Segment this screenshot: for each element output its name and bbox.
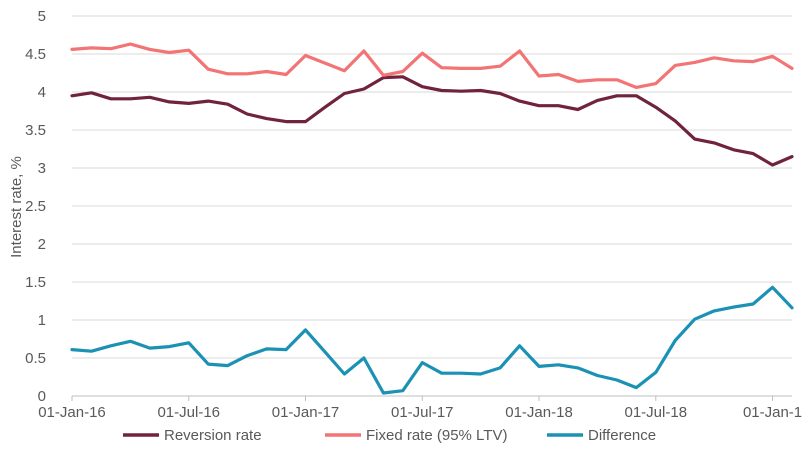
- series-line-reversion-rate: [70, 75, 794, 167]
- legend: Reversion rate Fixed rate (95% LTV) Differ…: [123, 427, 656, 444]
- y-tick-label: 4.5: [25, 46, 46, 63]
- y-tick-label: 3.5: [25, 122, 46, 139]
- series-lines: [70, 42, 794, 395]
- x-tick-label: 01-Jan-17: [272, 404, 340, 421]
- x-tick-label: 01-Jan-18: [505, 404, 573, 421]
- y-tick-label: 1.5: [25, 274, 46, 291]
- x-tick-label: 01-Jan-16: [38, 404, 106, 421]
- series-line-difference: [70, 285, 794, 395]
- y-tick-label: 5: [38, 8, 46, 25]
- gridlines: [72, 15, 792, 359]
- series-line-fixed-rate-95-ltv: [70, 42, 794, 90]
- y-axis-ticks: 0 0.5 1 1.5 2 2.5 3 3.5 4 4.5 5: [25, 8, 46, 405]
- legend-label: Difference: [588, 427, 656, 444]
- x-tick-label: 01-Jul-16: [157, 404, 220, 421]
- y-tick-label: 2: [38, 236, 46, 253]
- x-tick-label: 01-Jul-18: [625, 404, 688, 421]
- y-tick-label: 0: [38, 388, 46, 405]
- y-tick-label: 2.5: [25, 198, 46, 215]
- x-tick-label: 01-Jul-17: [391, 404, 454, 421]
- y-axis-label: Interest rate, %: [8, 156, 25, 258]
- x-axis-ticks: 01-Jan-16 01-Jul-16 01-Jan-17 01-Jul-17 01-J…: [38, 396, 802, 421]
- y-tick-label: 1: [38, 312, 46, 329]
- y-tick-label: 3: [38, 160, 46, 177]
- x-tick-label: 01-Jan-1: [743, 404, 802, 421]
- y-tick-label: 0.5: [25, 350, 46, 367]
- legend-label: Reversion rate: [164, 427, 262, 444]
- legend-label: Fixed rate (95% LTV): [366, 427, 507, 444]
- y-tick-label: 4: [38, 84, 46, 101]
